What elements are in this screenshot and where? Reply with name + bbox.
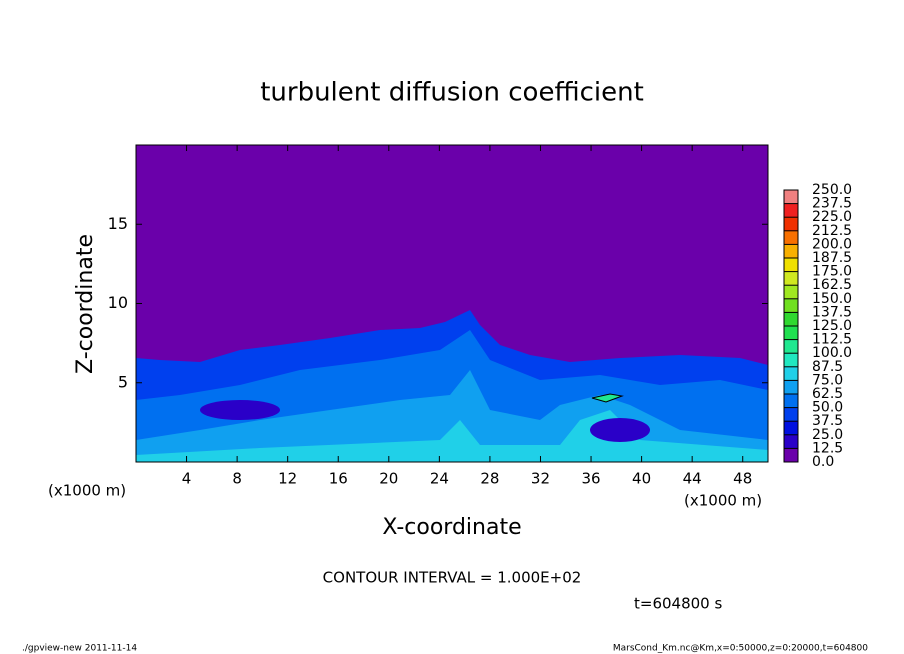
x-tick-label: 28 — [480, 470, 499, 488]
x-tick-label: 48 — [733, 470, 752, 488]
colorbar-cell — [784, 394, 798, 408]
colorbar-cell — [784, 366, 798, 381]
chart-title: turbulent diffusion coefficient — [260, 78, 644, 108]
colorbar-cell — [784, 285, 798, 299]
colorbar-cell — [784, 298, 798, 313]
colorbar-cell — [784, 217, 798, 231]
colorbar-label: 0.0 — [812, 454, 834, 470]
x-tick-label: 8 — [232, 470, 242, 488]
colorbar-label: 162.5 — [812, 277, 852, 293]
colorbar-label: 187.5 — [812, 250, 852, 266]
unit-label: (x1000 m) — [684, 492, 762, 510]
x-tick-label: 44 — [683, 470, 702, 488]
annotation: CONTOUR INTERVAL = 1.000E+02 — [323, 569, 582, 587]
colorbar-label: 137.5 — [812, 304, 852, 320]
contour-line — [591, 393, 624, 403]
colorbar-label: 150.0 — [812, 291, 852, 307]
x-tick-label: 16 — [329, 470, 348, 488]
x-tick-label: 36 — [581, 470, 600, 488]
colorbar-cell — [784, 448, 798, 462]
x-axis-label: X-coordinate — [382, 515, 521, 540]
footer: MarsCond_Km.nc@Km,x=0:50000,z=0:20000,t=… — [613, 644, 868, 654]
y-tick-label: 5 — [118, 372, 128, 391]
footer: ./gpview-new 2011-11-14 — [22, 644, 137, 654]
colorbar-label: 212.5 — [812, 223, 852, 239]
colorbar-cell — [784, 380, 798, 394]
y-tick-label: 10 — [108, 293, 128, 312]
x-tick-label: 12 — [278, 470, 297, 488]
colorbar-label: 75.0 — [812, 372, 843, 388]
colorbar-cell — [784, 421, 798, 435]
field — [136, 145, 768, 462]
annotation: t=604800 s — [634, 595, 722, 613]
colorbar-label: 12.5 — [812, 440, 843, 456]
colorbar-cell — [784, 312, 798, 326]
colorbar-label: 100.0 — [812, 345, 852, 361]
x-tick-label: 4 — [182, 470, 192, 488]
colorbar-label: 225.0 — [812, 209, 852, 225]
x-tick-label: 24 — [430, 470, 449, 488]
colorbar-label: 250.0 — [812, 182, 852, 198]
colorbar-label: 37.5 — [812, 413, 843, 429]
x-tick-label: 40 — [632, 470, 651, 488]
colorbar-label: 62.5 — [812, 386, 843, 402]
colorbar-cell — [784, 434, 798, 449]
x-tick-label: 20 — [379, 470, 398, 488]
colorbar-cell — [784, 244, 798, 258]
colorbar-label: 175.0 — [812, 264, 852, 280]
colorbar-cell — [784, 203, 798, 218]
colorbar-label: 112.5 — [812, 332, 852, 348]
colorbar-label: 87.5 — [812, 359, 843, 375]
colorbar-cell — [784, 407, 798, 422]
unit-label: (x1000 m) — [48, 482, 126, 500]
y-axis-label: Z-coordinate — [73, 234, 98, 374]
colorbar-cell — [784, 326, 798, 340]
colorbar-label: 50.0 — [812, 400, 843, 416]
colorbar-cell — [784, 339, 798, 354]
field-region — [590, 418, 650, 442]
colorbar-cell — [784, 258, 798, 272]
colorbar-label: 25.0 — [812, 427, 843, 443]
colorbar-label: 125.0 — [812, 318, 852, 334]
colorbar-label: 237.5 — [812, 196, 852, 212]
x-tick-label: 32 — [531, 470, 550, 488]
colorbar-cell — [784, 230, 798, 245]
colorbar-label: 200.0 — [812, 236, 852, 252]
colorbar-cell — [784, 190, 798, 204]
field-region — [200, 400, 280, 420]
y-tick-label: 15 — [108, 214, 128, 233]
colorbar-cell — [784, 353, 798, 367]
colorbar-cell — [784, 271, 798, 286]
